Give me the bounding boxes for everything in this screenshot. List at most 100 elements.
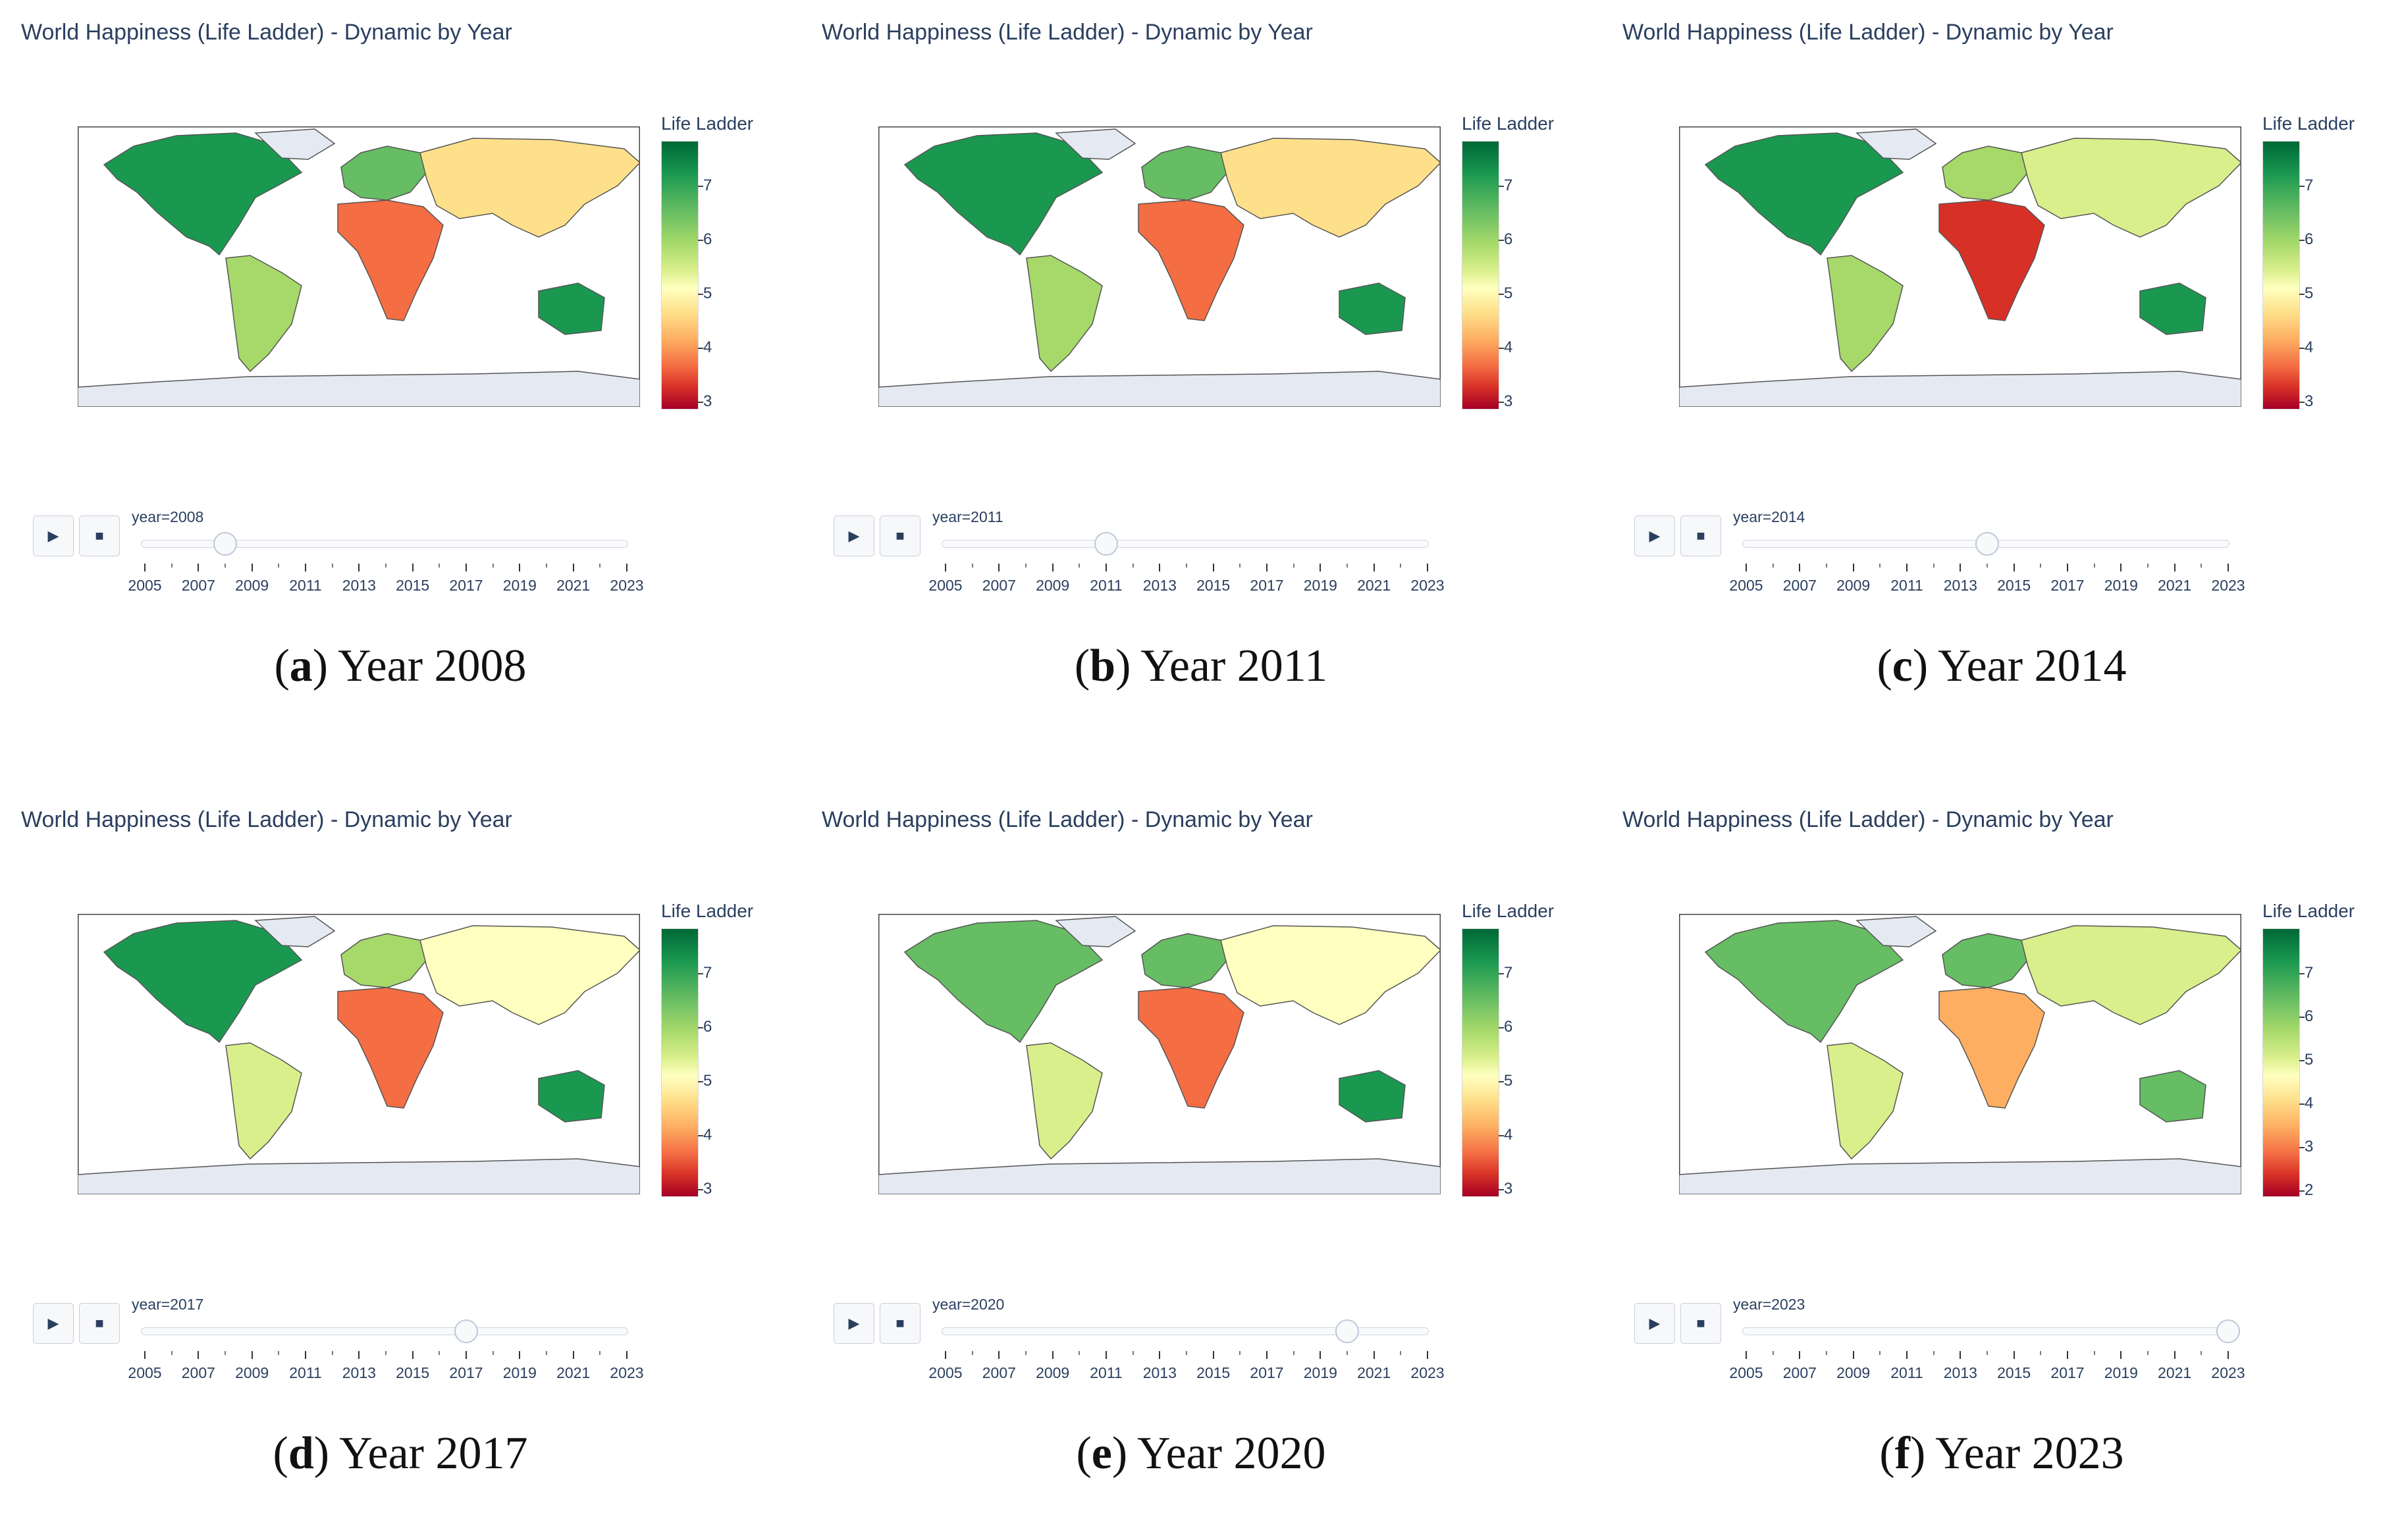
slider-tick-label: 2021 — [1357, 577, 1391, 594]
region-greenland[interactable] — [1855, 916, 1937, 947]
year-slider-handle[interactable] — [454, 1319, 478, 1343]
region-northAmerica[interactable] — [903, 132, 1104, 256]
region-africa[interactable] — [337, 987, 444, 1109]
region-antarctica[interactable] — [1679, 1158, 2241, 1194]
region-europe[interactable] — [340, 933, 427, 988]
play-button[interactable]: ▶ — [1634, 1303, 1675, 1344]
region-africa[interactable] — [337, 199, 444, 321]
region-europe[interactable] — [1942, 933, 2029, 988]
year-slider-rail[interactable] — [942, 540, 1429, 548]
region-northAmerica[interactable] — [103, 920, 303, 1044]
stop-button[interactable]: ■ — [880, 516, 921, 556]
play-button[interactable]: ▶ — [1634, 516, 1675, 556]
choropleth-map[interactable] — [78, 914, 640, 1194]
region-asia[interactable] — [419, 138, 640, 238]
slider-current-label: year=2020 — [932, 1296, 1005, 1313]
region-europe[interactable] — [340, 146, 427, 201]
year-slider-handle[interactable] — [1335, 1319, 1359, 1343]
choropleth-map[interactable] — [878, 914, 1441, 1194]
slider-tick-label: 2009 — [1036, 1364, 1070, 1381]
region-greenland[interactable] — [1055, 128, 1136, 160]
stop-button[interactable]: ■ — [79, 516, 120, 556]
slider-tick — [1186, 1351, 1187, 1355]
region-asia[interactable] — [2021, 925, 2241, 1025]
caption-letter: a — [289, 641, 313, 691]
colorbar-tick-label: 3 — [703, 392, 712, 410]
year-slider-handle[interactable] — [1975, 532, 1999, 556]
play-button[interactable]: ▶ — [834, 516, 874, 556]
region-europe[interactable] — [1141, 146, 1228, 201]
region-greenland[interactable] — [1855, 128, 1937, 160]
year-slider-rail[interactable] — [141, 1327, 628, 1335]
stop-button[interactable]: ■ — [79, 1303, 120, 1344]
region-southAmerica[interactable] — [1827, 1042, 1904, 1160]
slider-tick — [305, 564, 306, 571]
stop-button[interactable]: ■ — [1680, 516, 1721, 556]
region-asia[interactable] — [1220, 925, 1441, 1025]
region-europe[interactable] — [1942, 146, 2029, 201]
region-asia[interactable] — [2021, 138, 2241, 238]
region-northAmerica[interactable] — [103, 132, 303, 256]
region-africa[interactable] — [1938, 199, 2045, 321]
region-asia[interactable] — [419, 925, 640, 1025]
slider-tick-label: 2011 — [1090, 1364, 1123, 1381]
region-africa[interactable] — [1938, 987, 2045, 1109]
play-button[interactable]: ▶ — [33, 516, 74, 556]
colorbar-tick-mark — [1499, 1027, 1504, 1028]
choropleth-map[interactable] — [78, 126, 640, 407]
region-australia[interactable] — [1339, 282, 1406, 335]
region-greenland[interactable] — [254, 128, 336, 160]
region-australia[interactable] — [1339, 1070, 1406, 1123]
slider-tick — [2201, 1351, 2202, 1355]
region-antarctica[interactable] — [878, 1158, 1441, 1194]
region-southAmerica[interactable] — [225, 1042, 302, 1160]
stop-button[interactable]: ■ — [880, 1303, 921, 1344]
year-slider-handle[interactable] — [213, 532, 237, 556]
year-slider-rail[interactable] — [141, 540, 628, 548]
region-australia[interactable] — [538, 282, 605, 335]
region-southAmerica[interactable] — [1026, 1042, 1103, 1160]
colorbar-tick-mark — [1499, 240, 1504, 241]
stop-icon: ■ — [1696, 1315, 1705, 1331]
region-asia[interactable] — [1220, 138, 1441, 238]
region-europe[interactable] — [1141, 933, 1228, 988]
slider-tick — [1052, 1351, 1054, 1359]
region-africa[interactable] — [1138, 987, 1244, 1109]
region-antarctica[interactable] — [878, 371, 1441, 407]
stop-button[interactable]: ■ — [1680, 1303, 1721, 1344]
region-antarctica[interactable] — [78, 371, 640, 407]
slider-tick — [1266, 1351, 1268, 1359]
year-slider-handle[interactable] — [2216, 1319, 2240, 1343]
choropleth-map[interactable] — [1679, 914, 2241, 1194]
play-button[interactable]: ▶ — [33, 1303, 74, 1344]
caption-letter: e — [1091, 1428, 1112, 1479]
region-australia[interactable] — [2139, 282, 2206, 335]
region-southAmerica[interactable] — [225, 255, 302, 373]
slider-tick — [198, 1351, 200, 1359]
slider-tick — [1293, 564, 1294, 568]
region-antarctica[interactable] — [78, 1158, 640, 1194]
subfigure-caption: (c) Year 2014 — [1877, 641, 2127, 691]
region-greenland[interactable] — [1055, 916, 1136, 947]
region-southAmerica[interactable] — [1026, 255, 1103, 373]
choropleth-map[interactable] — [1679, 126, 2241, 407]
chart-title: World Happiness (Life Ladder) - Dynamic … — [21, 20, 512, 45]
region-australia[interactable] — [538, 1070, 605, 1123]
slider-tick — [1933, 1351, 1935, 1355]
choropleth-map[interactable] — [878, 126, 1441, 407]
region-australia[interactable] — [2139, 1070, 2206, 1123]
year-slider-handle[interactable] — [1094, 532, 1118, 556]
region-africa[interactable] — [1138, 199, 1244, 321]
play-button[interactable]: ▶ — [834, 1303, 874, 1344]
region-greenland[interactable] — [254, 916, 336, 947]
colorbar-tick-label: 6 — [1504, 1018, 1513, 1036]
region-northAmerica[interactable] — [1704, 132, 1904, 256]
region-northAmerica[interactable] — [903, 920, 1104, 1044]
region-antarctica[interactable] — [1679, 371, 2241, 407]
caption-text: Year 2014 — [1938, 641, 2127, 691]
region-southAmerica[interactable] — [1827, 255, 1904, 373]
year-slider-rail[interactable] — [942, 1327, 1429, 1335]
slider-tick — [599, 1351, 601, 1355]
year-slider-rail[interactable] — [1742, 1327, 2229, 1335]
region-northAmerica[interactable] — [1704, 920, 1904, 1044]
